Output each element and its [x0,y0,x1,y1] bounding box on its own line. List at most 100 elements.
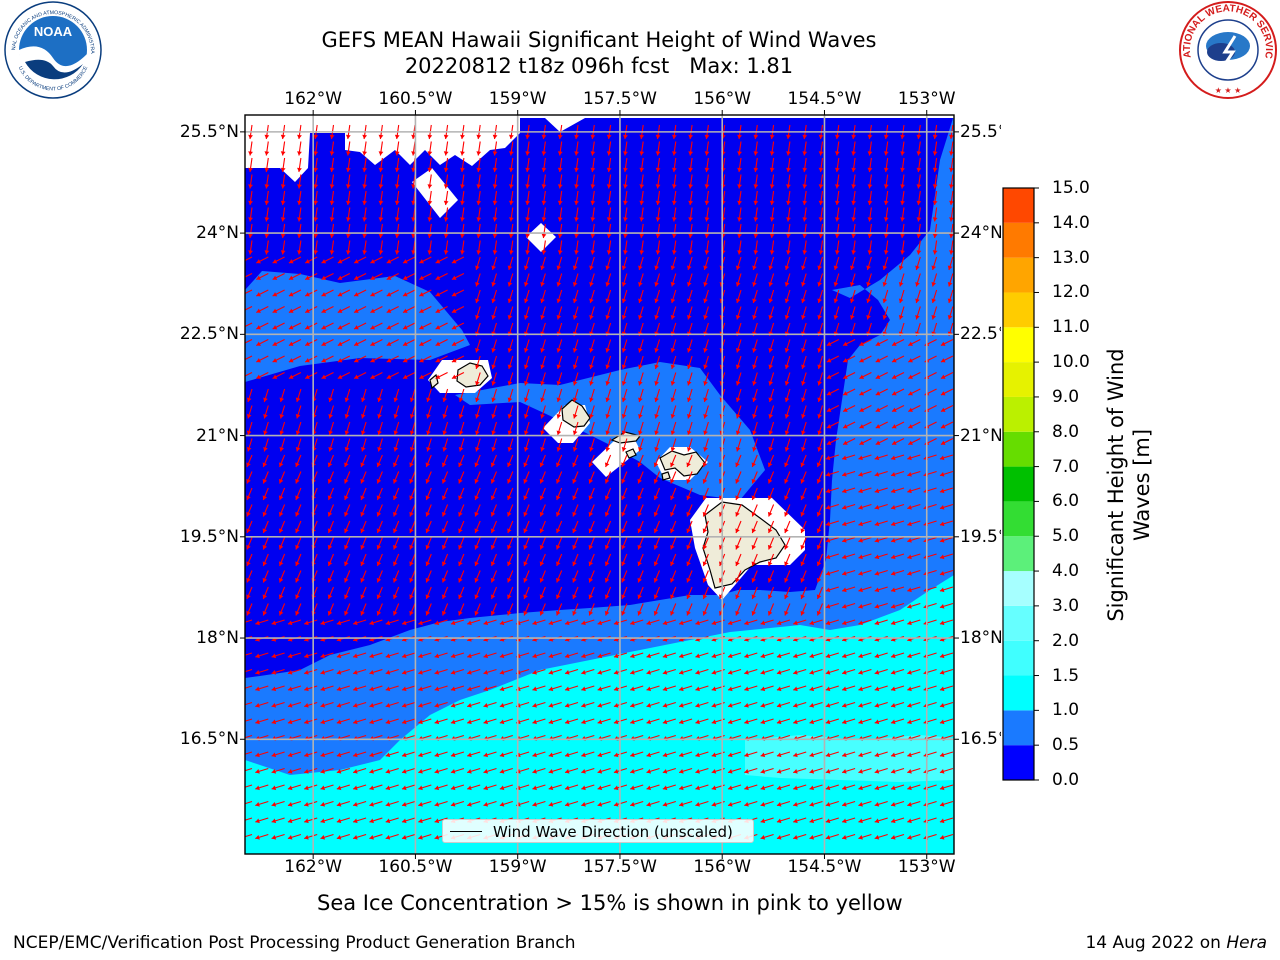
wind-arrow [793,817,807,824]
wind-arrow [735,454,742,468]
wind-arrow [751,570,758,583]
wind-arrow [735,586,742,600]
wind-arrow [295,586,302,600]
wind-arrow [556,504,563,517]
wind-arrow [427,207,433,222]
wind-arrow [532,751,546,758]
wind-arrow [688,240,694,255]
wind-arrow [597,767,611,774]
wind-arrow [825,470,839,477]
wind-arrow [590,223,596,239]
wind-arrow [490,471,498,484]
wind-arrow [939,718,954,725]
wind-arrow [360,603,367,616]
wind-arrow [539,603,546,616]
wind-arrow [686,537,693,550]
wind-arrow [264,174,270,189]
wind-arrow [678,784,693,791]
wind-arrow [499,767,513,774]
wind-arrow [564,718,579,725]
wind-arrow [523,454,530,468]
wind-arrow [890,652,905,659]
lat-label-left: 16.5°N [179,729,239,750]
wind-arrow [507,553,514,567]
wind-arrow [377,405,383,419]
wind-arrow [703,306,709,320]
wind-arrow [735,405,742,419]
wind-arrow [890,767,905,774]
wind-arrow [425,586,432,600]
wind-arrow [304,322,318,330]
wind-arrow [784,586,791,600]
colorbar-title: Significant Height of Wind Waves [m] [1103,348,1155,621]
wind-arrow [637,520,644,534]
wind-arrow [907,767,921,774]
wind-arrow [606,190,612,206]
wind-arrow [376,504,383,517]
wind-arrow [557,141,563,156]
wind-arrow [851,240,857,255]
wind-arrow [572,306,579,320]
wind-arrow [630,685,644,692]
wind-arrow [589,339,595,353]
wind-arrow [858,800,872,807]
wind-arrow [548,701,562,708]
wind-arrow [753,240,759,255]
wind-arrow [246,454,253,468]
wind-arrow [801,273,807,287]
wind-arrow [328,405,335,419]
lat-label-left: 25.5°N [179,121,239,142]
wind-arrow [425,553,432,567]
wind-arrow [329,190,335,206]
wind-arrow [295,388,302,403]
wind-arrow [793,701,807,708]
wind-arrow [604,603,612,616]
wind-arrow [841,800,856,807]
wind-arrow [376,537,383,550]
wind-arrow [507,339,514,353]
wind-arrow [939,553,954,560]
wind-arrow [362,157,368,173]
wind-arrow [818,174,824,189]
wind-arrow [939,668,954,675]
wind-arrow [475,438,481,452]
wind-arrow [385,701,399,708]
wind-arrow [597,652,611,659]
wind-arrow [630,800,644,807]
wind-arrow [784,603,791,616]
wind-arrow [900,157,905,173]
wind-arrow [654,388,661,403]
wind-arrow [606,157,612,173]
wind-arrow [360,388,367,403]
wind-arrow [458,520,465,534]
wind-arrow [688,190,694,206]
wind-arrow [686,553,693,567]
lat-label-right: 21°N [960,425,1001,446]
wind-arrow [246,570,253,583]
wind-arrow [451,256,465,264]
wind-arrow [588,603,595,616]
wind-arrow [295,487,302,501]
wind-arrow [458,405,465,419]
wind-arrow [385,767,399,774]
wind-arrow [370,273,383,280]
wind-arrow [890,569,905,576]
wind-arrow [467,652,481,659]
wind-arrow [255,718,269,725]
wind-arrow [483,718,497,725]
wind-arrow [769,141,775,156]
wind-arrow [671,223,677,239]
wind-arrow [460,174,465,189]
wind-arrow [556,603,563,616]
wind-arrow [898,306,905,320]
wind-arrow [670,306,677,320]
wind-arrow [492,240,498,255]
wind-arrow [809,767,823,774]
wind-arrow [686,388,693,403]
wind-arrow [670,388,677,403]
wind-arrow [475,256,481,271]
wind-arrow [336,718,350,725]
wind-arrow [704,141,710,156]
wind-arrow [556,289,563,304]
wind-arrow [490,537,498,550]
